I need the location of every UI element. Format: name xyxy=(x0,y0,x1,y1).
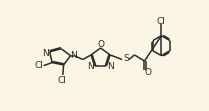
Text: Cl: Cl xyxy=(58,76,66,85)
Text: N: N xyxy=(107,62,114,71)
Text: O: O xyxy=(145,68,152,77)
Text: S: S xyxy=(123,54,129,63)
Text: N: N xyxy=(87,62,94,71)
Text: Cl: Cl xyxy=(157,17,166,26)
Text: O: O xyxy=(97,40,104,49)
Text: Cl: Cl xyxy=(34,61,43,70)
Text: N: N xyxy=(70,51,77,60)
Text: N: N xyxy=(42,49,49,58)
